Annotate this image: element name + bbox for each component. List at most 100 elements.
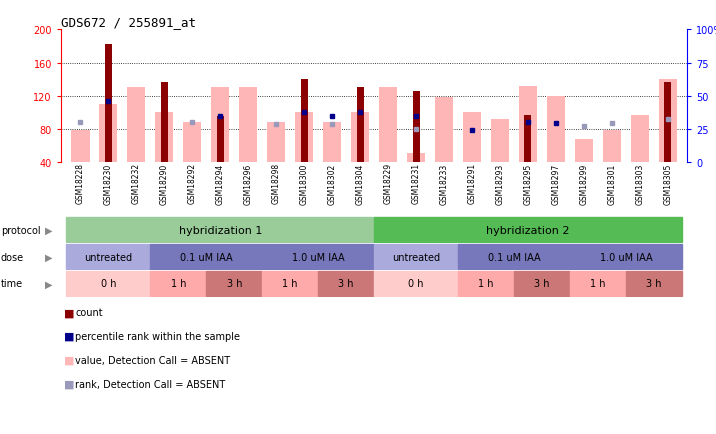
Text: GSM18290: GSM18290: [160, 163, 169, 204]
Bar: [407, 154, 425, 162]
Bar: [262, 245, 374, 269]
Bar: [295, 113, 314, 162]
Bar: [374, 272, 458, 296]
Text: ▶: ▶: [45, 252, 52, 262]
Bar: [262, 272, 318, 296]
Text: GSM18233: GSM18233: [440, 163, 448, 204]
Text: dose: dose: [1, 252, 24, 262]
Text: untreated: untreated: [392, 252, 440, 262]
Text: 3 h: 3 h: [226, 279, 242, 289]
Bar: [524, 115, 531, 162]
Text: GSM18292: GSM18292: [188, 163, 197, 204]
Bar: [67, 245, 150, 269]
Bar: [67, 272, 150, 296]
Bar: [357, 88, 364, 162]
Text: GSM18291: GSM18291: [468, 163, 477, 204]
Bar: [155, 113, 173, 162]
Bar: [217, 117, 224, 162]
Text: GDS672 / 255891_at: GDS672 / 255891_at: [61, 16, 196, 29]
Text: GSM18229: GSM18229: [384, 163, 392, 204]
Text: GSM18300: GSM18300: [300, 163, 309, 204]
Text: GSM18230: GSM18230: [104, 163, 113, 204]
Bar: [100, 105, 117, 162]
Bar: [570, 245, 682, 269]
Bar: [603, 131, 621, 162]
Text: hybridization 2: hybridization 2: [486, 225, 570, 235]
Text: GSM18294: GSM18294: [216, 163, 225, 204]
Bar: [301, 80, 308, 162]
Text: 3 h: 3 h: [646, 279, 662, 289]
Bar: [267, 123, 285, 162]
Text: GSM18302: GSM18302: [328, 163, 337, 204]
Text: GSM18303: GSM18303: [635, 163, 644, 204]
Text: 0.1 uM IAA: 0.1 uM IAA: [488, 252, 541, 262]
Text: GSM18305: GSM18305: [663, 163, 672, 204]
Bar: [626, 272, 682, 296]
Bar: [412, 92, 420, 162]
Text: GSM18232: GSM18232: [132, 163, 141, 204]
Bar: [323, 123, 342, 162]
Text: percentile rank within the sample: percentile rank within the sample: [75, 332, 240, 341]
Text: ■: ■: [64, 355, 75, 365]
Bar: [374, 245, 458, 269]
Text: protocol: protocol: [1, 225, 40, 235]
Text: rank, Detection Call = ABSENT: rank, Detection Call = ABSENT: [75, 379, 226, 389]
Bar: [318, 272, 374, 296]
Bar: [183, 123, 201, 162]
Text: 0.1 uM IAA: 0.1 uM IAA: [180, 252, 233, 262]
Bar: [67, 218, 374, 242]
Bar: [127, 88, 145, 162]
Bar: [374, 218, 682, 242]
Text: GSM18298: GSM18298: [271, 163, 281, 204]
Bar: [631, 115, 649, 162]
Bar: [458, 272, 514, 296]
Bar: [547, 96, 565, 162]
Bar: [72, 131, 90, 162]
Text: value, Detection Call = ABSENT: value, Detection Call = ABSENT: [75, 355, 231, 365]
Bar: [664, 82, 672, 162]
Bar: [161, 82, 168, 162]
Bar: [379, 88, 397, 162]
Text: GSM18304: GSM18304: [356, 163, 364, 204]
Text: hybridization 1: hybridization 1: [178, 225, 262, 235]
Text: GSM18228: GSM18228: [76, 163, 85, 204]
Text: 1.0 uM IAA: 1.0 uM IAA: [292, 252, 344, 262]
Bar: [351, 113, 369, 162]
Bar: [211, 88, 229, 162]
Bar: [519, 86, 537, 162]
Text: time: time: [1, 279, 23, 289]
Bar: [458, 245, 570, 269]
Text: 0 h: 0 h: [101, 279, 116, 289]
Bar: [659, 80, 677, 162]
Text: 1 h: 1 h: [170, 279, 186, 289]
Text: ■: ■: [64, 308, 75, 317]
Text: GSM18299: GSM18299: [579, 163, 589, 204]
Bar: [105, 44, 112, 162]
Text: 1.0 uM IAA: 1.0 uM IAA: [599, 252, 652, 262]
Text: GSM18301: GSM18301: [607, 163, 616, 204]
Text: GSM18231: GSM18231: [412, 163, 420, 204]
Text: ▶: ▶: [45, 225, 52, 235]
Text: 3 h: 3 h: [339, 279, 354, 289]
Bar: [239, 88, 257, 162]
Text: GSM18297: GSM18297: [551, 163, 561, 204]
Text: 1 h: 1 h: [590, 279, 606, 289]
Text: ■: ■: [64, 379, 75, 389]
Text: GSM18293: GSM18293: [495, 163, 505, 204]
Text: ■: ■: [64, 332, 75, 341]
Bar: [463, 113, 481, 162]
Bar: [206, 272, 262, 296]
Text: GSM18295: GSM18295: [523, 163, 533, 204]
Text: 1 h: 1 h: [478, 279, 494, 289]
Text: ▶: ▶: [45, 279, 52, 289]
Text: 0 h: 0 h: [408, 279, 424, 289]
Bar: [491, 119, 509, 162]
Bar: [514, 272, 570, 296]
Text: 3 h: 3 h: [534, 279, 550, 289]
Bar: [150, 245, 262, 269]
Bar: [150, 272, 206, 296]
Bar: [570, 272, 626, 296]
Text: GSM18296: GSM18296: [243, 163, 253, 204]
Text: count: count: [75, 308, 103, 317]
Text: untreated: untreated: [84, 252, 132, 262]
